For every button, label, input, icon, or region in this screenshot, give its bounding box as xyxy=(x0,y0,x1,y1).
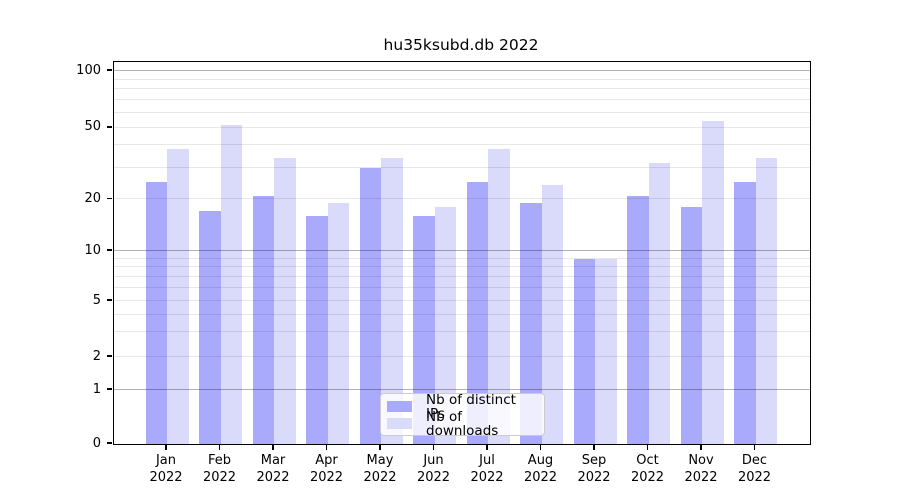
bar-nb-of-distinct-ips-nov xyxy=(680,207,702,444)
bar-nb-of-distinct-ips-jun xyxy=(413,215,435,444)
x-tick-jun xyxy=(432,444,435,450)
grid-line-minor-8 xyxy=(114,266,810,268)
legend-swatch xyxy=(387,401,412,412)
x-tick-nov xyxy=(700,444,702,450)
legend-entry-nb-of-downloads: Nb of downloads xyxy=(387,410,538,438)
x-tick-dec xyxy=(753,444,756,450)
bar-nb-of-downloads-aug xyxy=(541,185,563,444)
grid-line-minor-20 xyxy=(114,198,810,200)
y-tick-0 xyxy=(107,442,112,444)
x-tick-label-nov: Nov 2022 xyxy=(684,453,718,485)
grid-line-major-1 xyxy=(114,389,810,390)
y-tick-100 xyxy=(107,69,112,71)
chart-title: hu35ksubd.db 2022 xyxy=(383,36,539,54)
x-tick-jul xyxy=(486,444,488,450)
legend-swatch xyxy=(387,418,412,429)
y-tick-label-1: 1 xyxy=(92,381,101,397)
bar-nb-of-distinct-ips-apr xyxy=(306,215,328,444)
x-tick-label-jul: Jul 2022 xyxy=(470,453,504,485)
grid-line-minor-4 xyxy=(114,313,810,315)
x-tick-label-jun: Jun 2022 xyxy=(416,453,451,485)
x-tick-label-apr: Apr 2022 xyxy=(309,453,344,485)
y-tick-label-5: 5 xyxy=(92,292,101,308)
grid-line-major-100 xyxy=(114,70,810,71)
y-tick-label-100: 100 xyxy=(76,62,101,78)
x-tick-label-jan: Jan 2022 xyxy=(149,453,183,485)
bar-nb-of-downloads-may xyxy=(381,157,403,444)
bar-nb-of-distinct-ips-dec xyxy=(734,181,756,444)
legend-box: Nb of distinct IPs Nb of downloads xyxy=(380,393,545,438)
bar-nb-of-distinct-ips-oct xyxy=(627,195,649,444)
grid-line-minor-7 xyxy=(114,275,810,277)
bar-nb-of-distinct-ips-mar xyxy=(252,195,274,444)
y-tick-20 xyxy=(107,197,112,199)
grid-line-minor-3 xyxy=(114,331,810,333)
bar-nb-of-distinct-ips-aug xyxy=(520,203,542,444)
y-tick-label-50: 50 xyxy=(84,119,101,135)
x-tick-mar xyxy=(272,444,274,450)
bar-nb-of-downloads-sep xyxy=(595,258,617,444)
grid-line-minor-40 xyxy=(114,144,810,146)
y-tick-10 xyxy=(107,249,112,251)
x-tick-may xyxy=(379,444,381,450)
y-tick-label-2: 2 xyxy=(92,348,101,364)
grid-line-minor-6 xyxy=(114,286,810,288)
legend-entry-nb-of-distinct-ips: Nb of distinct IPs xyxy=(387,393,538,421)
x-tick-label-aug: Aug 2022 xyxy=(523,453,558,485)
grid-line-minor-30 xyxy=(114,166,810,168)
x-tick-label-feb: Feb 2022 xyxy=(202,453,237,485)
x-tick-oct xyxy=(646,444,649,450)
x-tick-label-sep: Sep 2022 xyxy=(577,453,611,485)
legend-label: Nb of downloads xyxy=(426,408,499,439)
x-tick-label-mar: Mar 2022 xyxy=(256,453,290,485)
plot-area xyxy=(113,61,811,445)
grid-line-minor-70 xyxy=(114,99,810,101)
bar-nb-of-downloads-nov xyxy=(702,121,724,444)
y-tick-label-10: 10 xyxy=(84,242,101,258)
x-tick-feb xyxy=(218,444,221,450)
grid-line-minor-5 xyxy=(114,300,810,301)
grid-line-minor-60 xyxy=(114,111,810,113)
bar-nb-of-distinct-ips-feb xyxy=(199,211,221,444)
bar-nb-of-downloads-oct xyxy=(648,162,670,444)
x-tick-aug xyxy=(539,444,542,450)
grid-line-minor-2 xyxy=(114,356,810,357)
grid-line-minor-50 xyxy=(114,126,810,128)
bar-nb-of-distinct-ips-sep xyxy=(573,258,595,444)
x-tick-sep xyxy=(593,444,595,450)
y-tick-5 xyxy=(107,299,112,301)
bar-nb-of-downloads-feb xyxy=(220,124,242,444)
grid-line-major-10 xyxy=(114,250,810,251)
x-tick-label-dec: Dec 2022 xyxy=(737,453,772,485)
x-tick-apr xyxy=(325,444,328,450)
bar-nb-of-downloads-mar xyxy=(274,157,296,444)
y-tick-1 xyxy=(107,388,112,390)
y-tick-2 xyxy=(107,355,112,357)
bar-nb-of-distinct-ips-may xyxy=(359,167,381,444)
x-tick-label-may: May 2022 xyxy=(363,453,397,485)
x-tick-jan xyxy=(165,444,167,450)
bar-nb-of-downloads-jul xyxy=(488,149,510,444)
bar-nb-of-distinct-ips-jan xyxy=(145,181,167,444)
bar-nb-of-downloads-jun xyxy=(434,207,456,444)
bar-nb-of-distinct-ips-jul xyxy=(466,181,488,444)
grid-line-minor-90 xyxy=(114,78,810,80)
bar-nb-of-downloads-jan xyxy=(167,149,189,444)
bar-nb-of-downloads-dec xyxy=(755,157,777,444)
y-tick-label-0: 0 xyxy=(92,435,101,451)
y-tick-label-20: 20 xyxy=(84,190,101,206)
grid-line-minor-9 xyxy=(114,257,810,259)
legend-label: Nb of distinct IPs xyxy=(426,391,516,422)
y-tick-50 xyxy=(107,126,112,128)
bar-nb-of-downloads-apr xyxy=(327,203,349,444)
grid-line-minor-80 xyxy=(114,88,810,90)
x-tick-label-oct: Oct 2022 xyxy=(630,453,665,485)
